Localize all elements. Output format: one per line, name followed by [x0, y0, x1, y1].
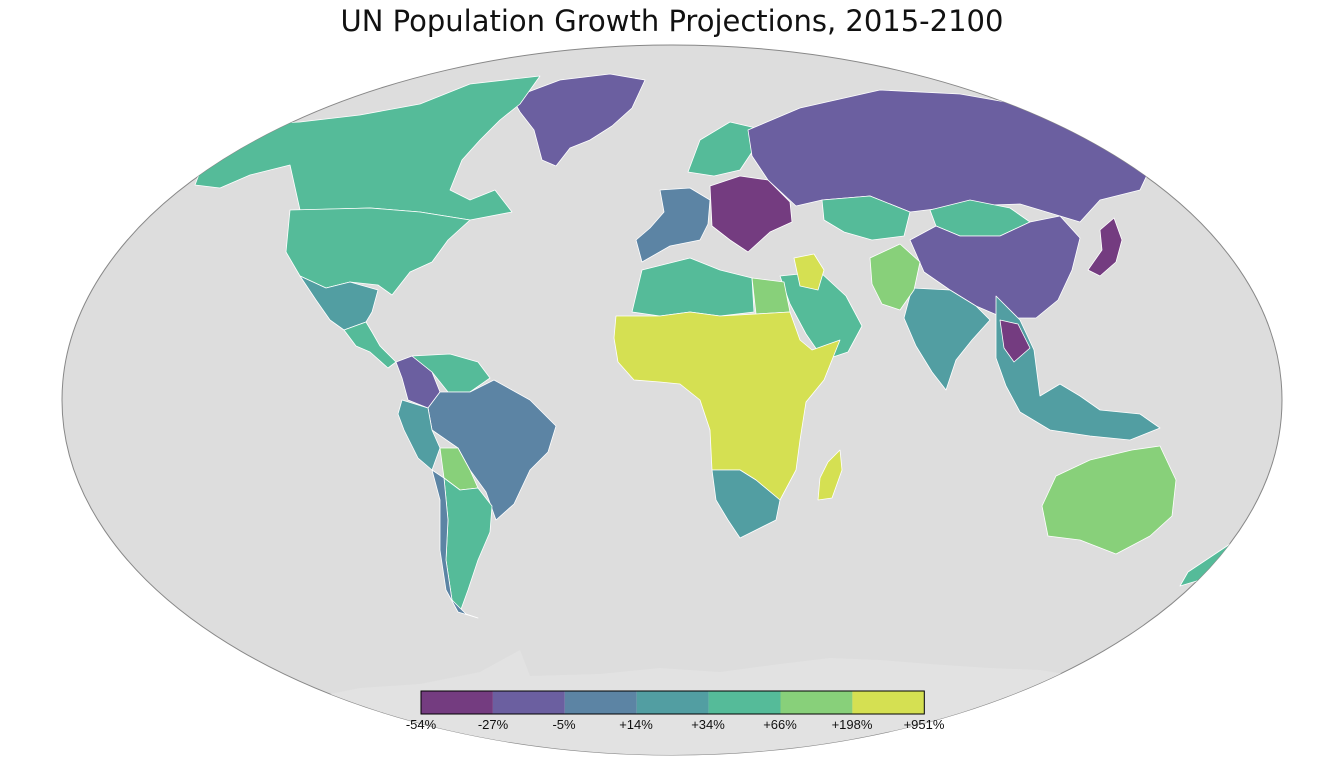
region-greenland — [511, 73, 646, 167]
region-thailand — [999, 319, 1031, 363]
legend-swatch — [492, 691, 565, 714]
region-japan — [1087, 217, 1123, 277]
legend-colorbar — [420, 690, 925, 715]
region-madagascar — [817, 449, 843, 501]
region-australia — [1041, 445, 1177, 555]
legend-label: +14% — [619, 717, 653, 732]
map-title: UN Population Growth Projections, 2015-2… — [340, 4, 1004, 38]
region-southern-africa — [711, 469, 781, 539]
region-middle-east — [779, 271, 863, 361]
legend-swatch — [708, 691, 781, 714]
legend-swatch — [852, 691, 925, 714]
region-kazakhstan — [821, 195, 911, 241]
region-canada — [194, 75, 541, 221]
region-western-europe — [635, 187, 711, 263]
legend-swatch — [780, 691, 853, 714]
region-southeast-asia — [995, 295, 1161, 441]
region-iraq — [793, 253, 825, 291]
region-sub-saharan-africa — [613, 311, 841, 501]
legend-label: +951% — [903, 717, 945, 732]
region-chile — [431, 469, 479, 619]
legend-label: -54% — [405, 717, 437, 732]
region-russia — [747, 89, 1157, 223]
region-venezuela — [411, 353, 491, 393]
legend-label: +34% — [691, 717, 725, 732]
legend-label: -5% — [552, 717, 576, 732]
legend-swatch — [421, 691, 493, 714]
region-pakistan — [869, 243, 921, 311]
region-mexico — [299, 275, 379, 331]
legend-label: +198% — [831, 717, 873, 732]
legend-swatch — [564, 691, 637, 714]
region-north-africa — [631, 257, 755, 317]
legend-outline — [420, 690, 925, 715]
legend-swatch — [636, 691, 709, 714]
region-eastern-europe — [709, 175, 793, 253]
region-india — [903, 287, 991, 391]
region-brazil — [427, 379, 557, 521]
legend-label: +66% — [763, 717, 797, 732]
legend-label: -27% — [477, 717, 509, 732]
region-egypt — [751, 277, 791, 315]
